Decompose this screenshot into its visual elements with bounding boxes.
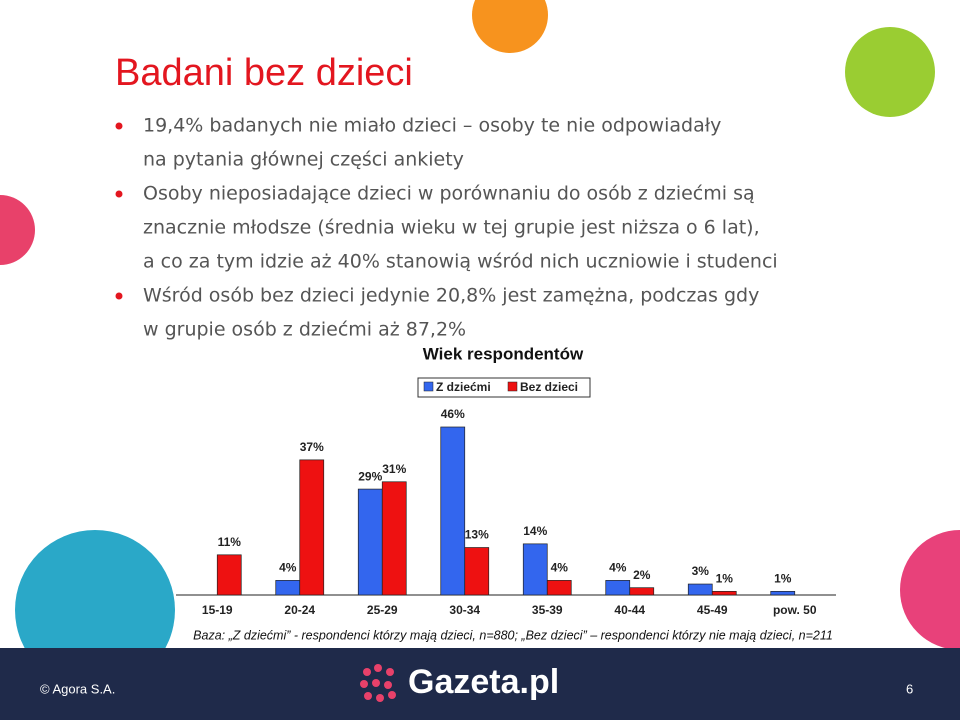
data-label: 37%	[300, 440, 324, 454]
bar	[522, 543, 548, 596]
data-label: 11%	[218, 535, 242, 549]
data-label: 4%	[609, 561, 627, 575]
chart-note: Baza: „Z dziećmi” - respondenci którzy m…	[193, 628, 833, 642]
bullet-dot	[115, 190, 123, 198]
bar	[357, 488, 383, 596]
x-tick-label: 25-29	[367, 603, 398, 617]
legend-swatch	[423, 381, 434, 392]
footer	[0, 648, 960, 720]
bar	[711, 590, 737, 596]
data-label: 29%	[358, 469, 382, 483]
logo: Gazeta.pl	[408, 663, 559, 701]
page-number: 6	[906, 681, 913, 696]
bar	[216, 554, 242, 596]
data-label: 1%	[716, 572, 734, 586]
decor-ball	[845, 27, 935, 117]
bar	[275, 580, 301, 596]
bar	[605, 580, 631, 596]
data-label: 3%	[692, 564, 710, 578]
bar	[299, 459, 325, 596]
bullet-text: znacznie młodsze (średnia wieku w tej gr…	[143, 217, 760, 239]
data-label: 1%	[774, 572, 792, 586]
x-tick-label: 15-19	[202, 603, 233, 617]
decor-ball	[0, 195, 35, 265]
data-label: 31%	[382, 462, 406, 476]
bullet-dot	[115, 122, 123, 130]
bullet-text: 19,4% badanych nie miało dzieci – osoby …	[143, 115, 721, 137]
data-label: 2%	[633, 568, 651, 582]
x-tick-label: 20-24	[284, 603, 315, 617]
bullet-text: a co za tym idzie aż 40% stanowią wśród …	[143, 251, 778, 273]
bar	[381, 481, 407, 596]
bar	[687, 583, 713, 596]
legend	[417, 377, 591, 398]
bullet-text: na pytania głównej części ankiety	[143, 149, 464, 171]
x-tick-label: pow. 50	[773, 603, 817, 617]
chart: Z dziećmi Bez dzieci 15-19 20-24 25-29 30-34 3…	[176, 380, 836, 617]
logo-dots	[360, 664, 396, 702]
copyright: © Agora S.A.	[40, 681, 115, 696]
decor-ball	[900, 530, 960, 650]
bullet-text: Osoby nieposiadające dzieci w porównaniu…	[143, 183, 755, 205]
data-label: 46%	[441, 407, 465, 421]
decor-ball	[472, 0, 548, 53]
x-tick-label: 45-49	[697, 603, 728, 617]
data-label: 14%	[523, 524, 547, 538]
slide-title: Badani bez dzieci	[115, 52, 413, 94]
x-tick-label: 30-34	[449, 603, 480, 617]
bullet-text: Wśród osób bez dzieci jedynie 20,8% jest…	[143, 285, 759, 307]
data-label: 4%	[551, 561, 569, 575]
legend-label: Z dziećmi	[436, 380, 491, 394]
bullets: 19,4% badanych nie miało dzieci – osoby …	[115, 115, 778, 341]
chart-title: Wiek respondentów	[423, 344, 584, 363]
bar	[770, 590, 796, 596]
x-tick-label: 40-44	[614, 603, 645, 617]
bar	[464, 547, 490, 596]
data-label: 13%	[465, 528, 489, 542]
x-tick-label: 35-39	[532, 603, 563, 617]
legend-label: Bez dzieci	[520, 380, 578, 394]
data-label: 4%	[279, 561, 297, 575]
bar	[629, 587, 655, 596]
bullet-text: w grupie osób z dziećmi aż 87,2%	[143, 319, 466, 341]
bar	[440, 426, 466, 596]
bullet-dot	[115, 292, 123, 300]
bar	[546, 580, 572, 596]
legend-swatch	[507, 381, 518, 392]
